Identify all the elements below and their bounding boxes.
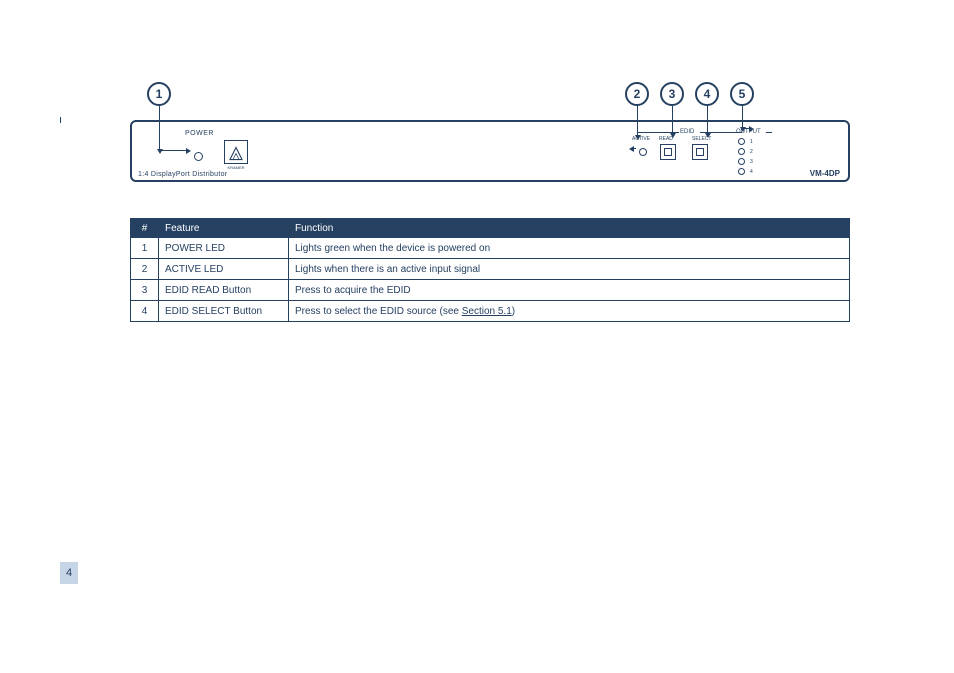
col-header-function: Function (289, 219, 850, 238)
device-subtitle: 1:4 DisplayPort Distributor (138, 171, 227, 178)
cell-feature: EDID SELECT Button (159, 301, 289, 322)
section-link[interactable]: Section 5.1 (462, 306, 512, 317)
callout-2-arrow-v (637, 106, 638, 136)
cell-function-pre: Press to select the EDID source (see (295, 306, 462, 317)
callout-2-arrow-tip (633, 148, 636, 149)
callout-5-arrow-v (742, 106, 743, 128)
left-margin-tick (60, 117, 61, 123)
cell-function-post: ) (512, 306, 515, 317)
callout-4: 4 (695, 82, 719, 106)
callout-5-arrow-h (742, 128, 750, 129)
col-header-num: # (131, 219, 159, 238)
edid-select-button (692, 144, 708, 160)
power-label: POWER (185, 130, 214, 137)
callout-1-arrow-v (159, 106, 160, 150)
edid-read-button (660, 144, 676, 160)
cell-feature: ACTIVE LED (159, 259, 289, 280)
power-led (194, 152, 203, 161)
table-header-row: # Feature Function (131, 219, 850, 238)
kramer-logo (224, 140, 248, 164)
callout-5: 5 (730, 82, 754, 106)
output-bracket-right (766, 132, 772, 133)
callout-3-arrow (672, 106, 673, 134)
output-led-2 (738, 148, 745, 155)
output-num-1: 1 (750, 139, 753, 145)
output-bracket-left (729, 132, 735, 133)
cell-num: 1 (131, 238, 159, 259)
callout-4-arrow (707, 106, 708, 134)
cell-feature: EDID READ Button (159, 280, 289, 301)
feature-table: # Feature Function 1 POWER LED Lights gr… (130, 218, 850, 322)
table-row: 1 POWER LED Lights green when the device… (131, 238, 850, 259)
output-num-2: 2 (750, 149, 753, 155)
cell-function: Lights when there is an active input sig… (289, 259, 850, 280)
kramer-logo-icon (227, 143, 245, 161)
callout-2: 2 (625, 82, 649, 106)
active-led (639, 148, 647, 156)
cell-num: 3 (131, 280, 159, 301)
cell-function: Press to select the EDID source (see Sec… (289, 301, 850, 322)
table-row: 3 EDID READ Button Press to acquire the … (131, 280, 850, 301)
edid-select-button-inner (696, 148, 704, 156)
table-row: 4 EDID SELECT Button Press to select the… (131, 301, 850, 322)
output-num-3: 3 (750, 159, 753, 165)
cell-function: Lights green when the device is powered … (289, 238, 850, 259)
callout-1-arrow-h (159, 150, 187, 151)
cell-function: Press to acquire the EDID (289, 280, 850, 301)
cell-num: 4 (131, 301, 159, 322)
output-led-1 (738, 138, 745, 145)
output-num-4: 4 (750, 169, 753, 175)
output-led-4 (738, 168, 745, 175)
page-number: 4 (60, 562, 78, 584)
edid-group-label: EDID (680, 129, 694, 135)
callout-1: 1 (147, 82, 171, 106)
cell-feature: POWER LED (159, 238, 289, 259)
cell-num: 2 (131, 259, 159, 280)
callout-3: 3 (660, 82, 684, 106)
table-row: 2 ACTIVE LED Lights when there is an act… (131, 259, 850, 280)
model-label: VM-4DP (810, 169, 840, 178)
kramer-logo-text: KRAMER (224, 165, 248, 170)
edid-read-button-inner (664, 148, 672, 156)
col-header-feature: Feature (159, 219, 289, 238)
output-led-3 (738, 158, 745, 165)
